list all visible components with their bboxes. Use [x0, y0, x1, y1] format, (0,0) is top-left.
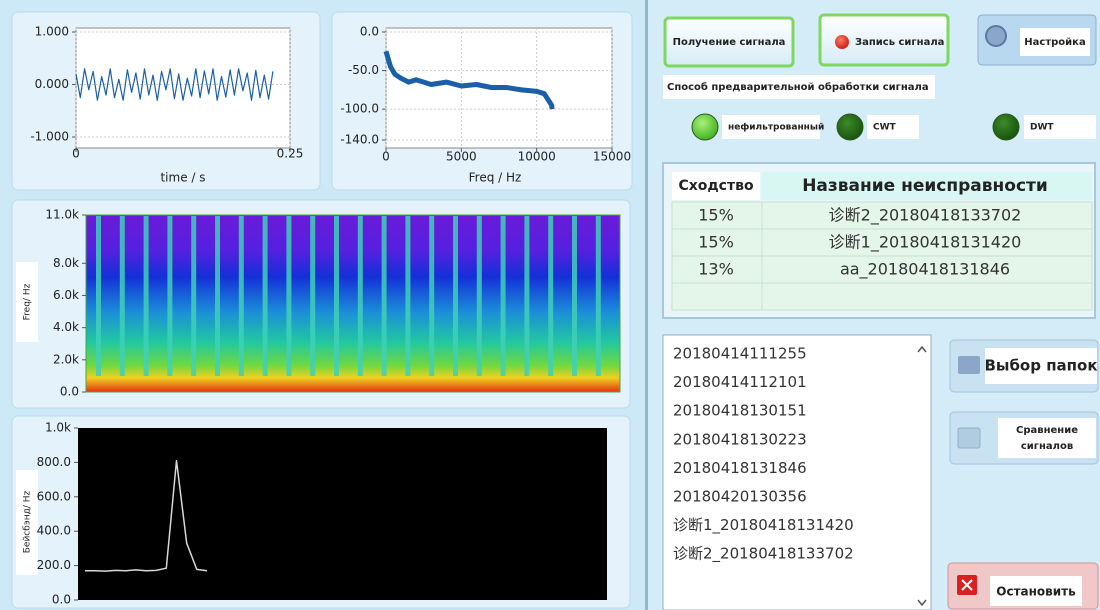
y-tick-label: 800.0 — [37, 455, 71, 469]
button-label: Сравнение — [1016, 425, 1078, 436]
row-bg — [672, 283, 1092, 310]
stop-button[interactable]: Остановить — [948, 563, 1098, 609]
acquire-button[interactable]: Получение сигнала — [665, 18, 793, 66]
file-item[interactable]: 20180414112101 — [673, 373, 807, 391]
spectrogram-image — [86, 215, 620, 392]
y-tick-label: 1.000 — [35, 25, 69, 39]
table-cell: 13% — [698, 260, 734, 279]
y-tick-label: 400.0 — [37, 524, 71, 538]
button-label: Запись сигнала — [855, 37, 944, 48]
stripe — [453, 216, 458, 376]
table-rows: 15% 诊断2_20180418133702 15% 诊断1_201804181314… — [672, 202, 1092, 310]
stripe — [167, 216, 172, 376]
file-item[interactable]: 诊断1_20180418131420 — [673, 516, 854, 535]
y-tick-label: -100.0 — [340, 102, 379, 116]
option-label: нефильтрованный — [728, 123, 824, 133]
stripe — [144, 216, 149, 376]
led[interactable] — [837, 114, 863, 140]
stripe — [286, 216, 291, 376]
y-tick-label: 0.0 — [360, 25, 379, 39]
stripe — [239, 216, 244, 376]
y-tick-label: 2.0k — [53, 352, 79, 366]
y-tick-label: 1.0k — [45, 421, 71, 435]
file-item[interactable]: 20180418130151 — [673, 402, 807, 420]
preprocessing-label: Способ предварительной обработки сигнала — [667, 81, 929, 93]
stripe — [429, 216, 434, 376]
y-tick-label: 600.0 — [37, 489, 71, 503]
x-axis-label: Freq / Hz — [469, 171, 522, 185]
table-header: Название неисправности — [802, 176, 1048, 196]
stripe — [191, 216, 196, 376]
x-axis-label: time / s — [160, 171, 205, 185]
stripe — [572, 216, 577, 376]
folders-button[interactable]: Выбор папок — [950, 340, 1098, 392]
stripe — [263, 216, 268, 376]
stripe — [501, 216, 506, 376]
compare-button[interactable]: Сравнение сигналов — [950, 412, 1098, 464]
stripe — [310, 216, 315, 376]
button-label: сигналов — [1021, 441, 1073, 452]
table-header: Сходство — [678, 178, 754, 194]
led[interactable] — [692, 114, 718, 140]
y-tick-label: 11.0k — [45, 208, 79, 222]
y-axis-label: Freq/ Hz — [23, 283, 33, 320]
y-tick-label: 0.0 — [60, 385, 79, 399]
y-tick-label: -140.0 — [340, 133, 379, 147]
app-window: time / s Freq / Hz Freq/ Hz Бейсбэнд/ Hz… — [0, 0, 1100, 610]
table-cell: 15% — [698, 206, 734, 225]
table-cell: 15% — [698, 233, 734, 252]
preprocessing-options: нефильтрованный CWT DWT — [692, 114, 1096, 140]
baseband-plot-area — [78, 428, 607, 600]
y-tick-label: 8.0k — [53, 256, 79, 270]
y-tick-label: 0.0 — [52, 593, 71, 607]
table-cell: aa_20180418131846 — [840, 260, 1010, 280]
y-tick-label: -1.000 — [30, 130, 69, 144]
stripe — [405, 216, 410, 376]
y-tick-label: 6.0k — [53, 288, 79, 302]
y-axis-label: Бейсбэнд/ Hz — [23, 490, 33, 553]
button-label: Получение сигнала — [673, 37, 786, 48]
record-button[interactable]: Запись сигнала — [820, 15, 948, 65]
table-cell: 诊断1_20180418131420 — [829, 233, 1022, 253]
separator — [645, 0, 648, 610]
stripe — [358, 216, 363, 376]
stripe — [215, 216, 220, 376]
stripe — [477, 216, 482, 376]
page: time / s Freq / Hz Freq/ Hz Бейсбэнд/ Hz… — [0, 0, 1100, 610]
settings-button[interactable]: Настройка — [978, 15, 1096, 65]
y-tick-label: 200.0 — [37, 558, 71, 572]
stripe — [334, 216, 339, 376]
table-cell: 诊断2_20180418133702 — [829, 206, 1022, 226]
file-item[interactable]: 20180418131846 — [673, 459, 807, 477]
stripe — [548, 216, 553, 376]
option-label: DWT — [1030, 123, 1054, 133]
y-tick-label: 0.000 — [35, 77, 69, 91]
stripe — [596, 216, 601, 376]
button-label: Остановить — [996, 585, 1076, 599]
led[interactable] — [993, 114, 1019, 140]
stripe — [120, 216, 125, 376]
button-label: Настройка — [1024, 37, 1085, 48]
y-tick-label: 4.0k — [53, 320, 79, 334]
file-item[interactable]: 20180420130356 — [673, 488, 807, 506]
stripe — [524, 216, 529, 376]
stripe — [382, 216, 387, 376]
option-label: CWT — [873, 123, 897, 133]
file-item[interactable]: 20180418130223 — [673, 430, 807, 448]
file-item[interactable]: 20180414111255 — [673, 345, 807, 363]
button-label: Выбор папок — [984, 357, 1097, 375]
file-item[interactable]: 诊断2_20180418133702 — [673, 545, 854, 564]
y-tick-label: -50.0 — [348, 63, 379, 77]
waveform-plot-area — [76, 28, 290, 148]
stripe — [96, 216, 101, 376]
